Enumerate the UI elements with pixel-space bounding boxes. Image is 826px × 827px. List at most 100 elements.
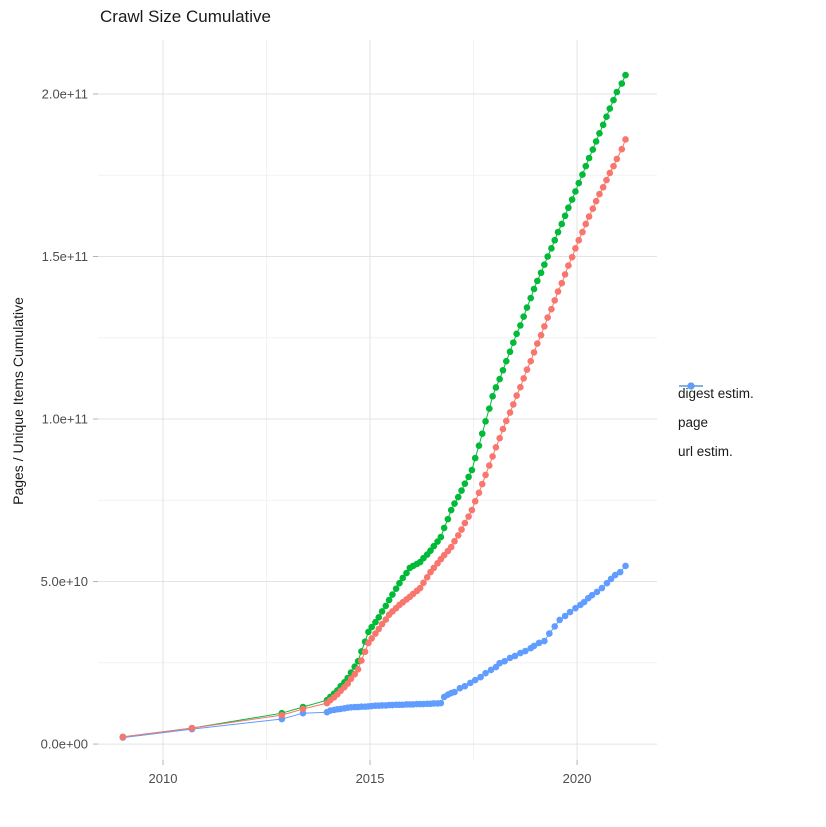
- data-point: [603, 113, 610, 121]
- data-point: [382, 602, 390, 610]
- data-point: [465, 513, 472, 520]
- data-point: [541, 637, 548, 645]
- data-point: [522, 647, 529, 655]
- data-point: [447, 506, 455, 514]
- data-point: [603, 176, 610, 184]
- series-line-digest-estim-: [122, 139, 626, 738]
- data-point: [537, 331, 545, 339]
- data-point: [478, 430, 486, 437]
- data-point: [475, 442, 483, 449]
- data-point: [461, 519, 469, 527]
- data-point: [496, 375, 503, 383]
- data-point: [456, 684, 464, 692]
- y-tick-label: 0.0e+00: [41, 737, 88, 752]
- data-point: [546, 630, 553, 637]
- y-tick-label: 5.0e+10: [41, 574, 88, 589]
- data-point: [501, 657, 508, 665]
- legend: digest estim. page url estim.: [678, 379, 754, 466]
- data-point: [188, 724, 196, 732]
- data-point: [582, 220, 590, 228]
- data-point: [385, 596, 393, 604]
- legend-label: url estim.: [678, 444, 733, 459]
- chart-title: Crawl Size Cumulative: [100, 7, 271, 26]
- data-point: [420, 579, 427, 587]
- data-point: [492, 384, 500, 391]
- data-point: [510, 339, 517, 346]
- data-point: [492, 443, 500, 451]
- data-point: [603, 579, 611, 587]
- data-point: [430, 542, 438, 550]
- data-point: [358, 657, 365, 664]
- data-point: [593, 588, 601, 596]
- data-point: [354, 666, 362, 673]
- data-point: [375, 625, 383, 633]
- data-point: [465, 473, 472, 481]
- data-point: [444, 515, 452, 523]
- data-point: [561, 612, 569, 620]
- data-point: [466, 679, 474, 687]
- data-point: [517, 383, 524, 391]
- data-point: [558, 279, 566, 287]
- data-point: [572, 188, 579, 195]
- data-point: [568, 196, 576, 203]
- data-point: [487, 666, 495, 674]
- data-point: [396, 579, 403, 587]
- data-point: [471, 676, 479, 684]
- data-point: [622, 71, 629, 79]
- data-point: [461, 682, 469, 690]
- data-point: [582, 162, 590, 170]
- data-point: [502, 417, 510, 425]
- data-point: [437, 699, 445, 707]
- data-point: [458, 487, 465, 494]
- data-point: [616, 568, 624, 576]
- data-point: [477, 673, 484, 681]
- data-point: [461, 480, 469, 488]
- data-point: [589, 205, 597, 213]
- data-point: [579, 171, 586, 178]
- data-point: [437, 533, 445, 541]
- data-point: [482, 471, 489, 479]
- data-point: [561, 212, 569, 220]
- data-point: [478, 480, 486, 488]
- data-point: [471, 454, 479, 462]
- data-point: [554, 288, 562, 295]
- data-point: [566, 608, 574, 616]
- data-point: [486, 462, 493, 469]
- data-point: [618, 145, 626, 153]
- data-point: [622, 136, 629, 143]
- data-point: [580, 598, 588, 606]
- data-point: [551, 623, 559, 630]
- url-legend-key-icon: [679, 382, 703, 390]
- data-point: [471, 497, 479, 505]
- data-point: [575, 179, 583, 187]
- data-point: [499, 366, 507, 374]
- data-point: [513, 392, 520, 399]
- y-tick-label: 1.0e+11: [42, 412, 88, 427]
- data-point: [599, 121, 607, 129]
- data-point: [468, 466, 476, 474]
- data-point: [613, 88, 621, 96]
- data-point: [372, 630, 379, 637]
- data-point: [517, 322, 524, 329]
- data-point: [530, 349, 538, 356]
- data-point: [496, 659, 503, 667]
- data-point: [520, 313, 527, 320]
- data-point: [365, 639, 372, 647]
- data-point: [551, 297, 559, 304]
- data-point: [368, 635, 376, 642]
- data-point: [447, 543, 455, 551]
- data-point: [427, 547, 434, 554]
- legend-key-dot: [687, 382, 695, 390]
- data-point: [534, 340, 541, 347]
- data-point: [596, 190, 603, 198]
- data-point: [613, 155, 621, 163]
- data-point: [572, 245, 579, 252]
- data-point: [378, 608, 386, 615]
- data-point: [622, 562, 629, 570]
- data-point: [537, 269, 545, 277]
- legend-label: digest estim.: [678, 386, 754, 401]
- data-point: [482, 417, 489, 425]
- data-point: [375, 614, 383, 621]
- data-point: [278, 711, 286, 719]
